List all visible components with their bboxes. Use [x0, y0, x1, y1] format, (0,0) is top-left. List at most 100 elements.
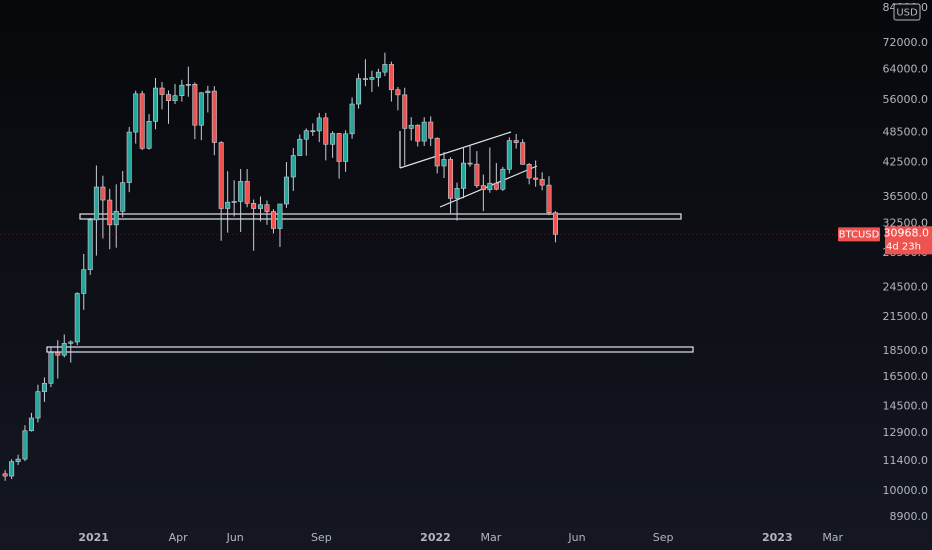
candle-body — [283, 176, 289, 205]
candle-body — [480, 185, 486, 190]
candle-body — [2, 473, 8, 477]
y-tick-label: 64000.0 — [883, 63, 929, 76]
candle-body — [41, 383, 47, 392]
candle-body — [356, 78, 362, 105]
trend-line — [399, 131, 512, 169]
candle-body — [330, 133, 336, 145]
y-tick-label: 12900.0 — [883, 426, 929, 439]
candle-body — [225, 201, 231, 209]
x-tick-label: Mar — [822, 531, 843, 544]
y-tick-label: 48500.0 — [883, 126, 929, 139]
candle-body — [139, 93, 145, 149]
candle-body — [493, 182, 499, 190]
x-tick-label: Jun — [226, 531, 244, 544]
candle-body — [159, 87, 165, 95]
candle-body — [166, 94, 172, 101]
candle-body — [441, 159, 447, 167]
candle-body — [15, 458, 21, 462]
candle-body — [93, 186, 99, 221]
price-label: 30968.0 — [884, 226, 930, 239]
y-tick-label: 21500.0 — [883, 310, 929, 323]
candle-body — [474, 163, 480, 186]
x-tick-label: Mar — [480, 531, 501, 544]
y-tick-label: 42500.0 — [883, 156, 929, 169]
candle-body — [552, 212, 558, 235]
candle-body — [500, 168, 506, 190]
candle-body — [107, 199, 113, 226]
y-tick-label: 11400.0 — [883, 454, 929, 467]
x-tick-label: Sep — [653, 531, 674, 544]
candles — [2, 52, 558, 481]
candle-body — [375, 71, 381, 78]
candle-body — [61, 343, 67, 356]
candle-body — [218, 142, 224, 209]
candle-body — [120, 182, 126, 212]
y-tick-label: 32500.0 — [883, 216, 929, 229]
candle-body — [369, 77, 375, 80]
candle-body — [408, 124, 414, 129]
candle-body — [402, 94, 408, 129]
y-tick-label: 72000.0 — [883, 36, 929, 49]
countdown-label: 4d 23h — [886, 241, 921, 252]
currency-label: USD — [896, 8, 918, 19]
candle-body — [238, 181, 244, 202]
candle-body — [428, 121, 434, 139]
y-tick-label: 18500.0 — [883, 344, 929, 357]
candle-body — [231, 201, 237, 203]
x-tick-label: 2022 — [420, 531, 451, 544]
candle-body — [198, 92, 204, 126]
candle-body — [264, 204, 270, 212]
candle-body — [395, 89, 401, 96]
candle-body — [343, 133, 349, 162]
candle-body — [461, 162, 467, 189]
candle-body — [349, 103, 355, 135]
candle-body — [146, 120, 152, 149]
candle-body — [526, 164, 532, 179]
symbol-label: BTCUSD — [839, 229, 880, 240]
candle-body — [277, 203, 283, 229]
candle-body — [539, 179, 545, 186]
candle-body — [35, 391, 41, 419]
x-tick-label: Apr — [169, 531, 189, 544]
candle-body — [81, 269, 87, 294]
y-tick-label: 56000.0 — [883, 93, 929, 106]
candle-body — [113, 210, 119, 226]
candle-body — [9, 461, 15, 477]
candle-body — [22, 430, 28, 460]
candle-body — [454, 188, 460, 199]
candle-body — [68, 341, 74, 344]
candle-body — [533, 177, 539, 180]
candle-body — [506, 140, 512, 170]
support-zone — [79, 213, 682, 220]
candle-body — [336, 133, 342, 162]
candle-body — [310, 130, 316, 133]
candle-body — [179, 84, 185, 96]
candle-body — [55, 352, 61, 356]
candle-body — [192, 83, 198, 126]
y-tick-label: 24500.0 — [883, 280, 929, 293]
candle-body — [185, 83, 191, 86]
candle-body — [133, 93, 139, 133]
candle-body — [421, 121, 427, 142]
candle-body — [323, 117, 329, 145]
x-tick-label: Sep — [311, 531, 332, 544]
currency-box — [893, 3, 921, 21]
candle-body — [316, 117, 322, 132]
candle-body — [257, 204, 263, 209]
candle-body — [251, 203, 257, 209]
candle-body — [211, 90, 217, 143]
y-tick-label: 16500.0 — [883, 370, 929, 383]
candle-body — [382, 64, 388, 73]
candle-body — [205, 90, 211, 94]
candle-body — [28, 417, 34, 432]
candle-body — [270, 211, 276, 229]
y-tick-label: 36500.0 — [883, 190, 929, 203]
support-zone — [46, 346, 694, 353]
candle-body — [448, 159, 454, 199]
candle-body — [520, 142, 526, 165]
candle-body — [487, 182, 493, 190]
candle-body — [388, 64, 394, 90]
